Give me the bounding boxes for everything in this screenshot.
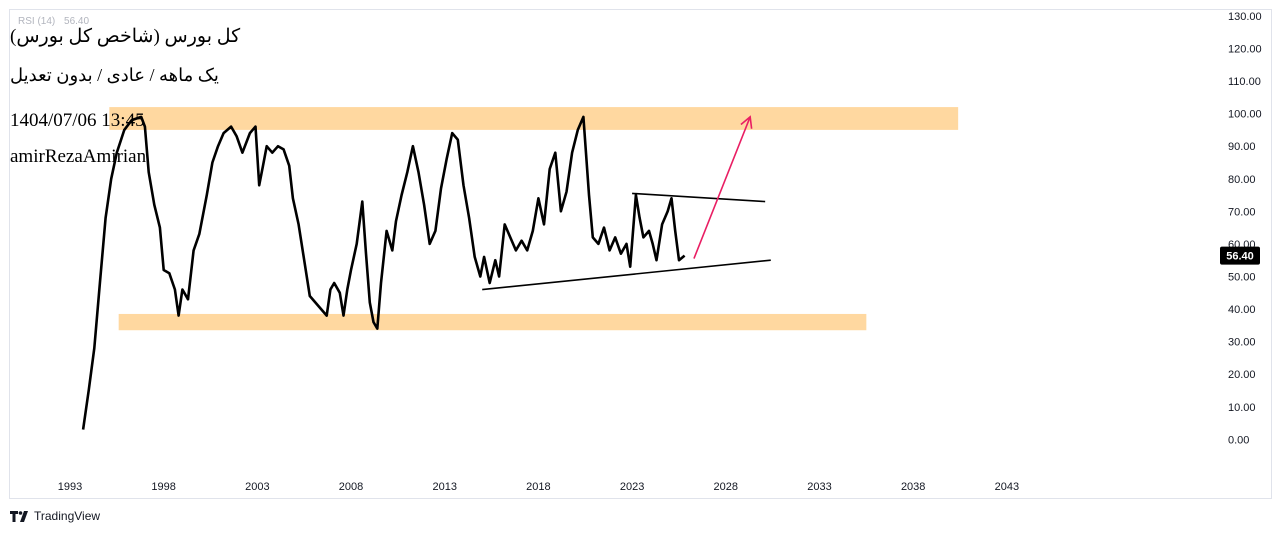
y-tick-label: 10.00 <box>1228 402 1256 414</box>
annotation-title: کل بورس (شاخص کل بورس) <box>10 26 241 47</box>
indicator-legend[interactable]: RSI (14) 56.40 <box>18 16 95 27</box>
x-tick-label: 1998 <box>151 481 175 493</box>
y-tick-label: 100.00 <box>1228 109 1262 121</box>
y-tick-label: 30.00 <box>1228 337 1256 349</box>
y-tick-label: 110.00 <box>1228 76 1261 88</box>
trendline-0[interactable] <box>482 259 771 291</box>
resistance-support-zone-0[interactable] <box>109 107 959 130</box>
x-tick-label: 2003 <box>245 481 269 493</box>
x-tick-label: 2043 <box>995 481 1019 493</box>
indicator-value: 56.40 <box>64 16 90 27</box>
logo-text: TradingView <box>34 509 101 523</box>
x-tick-label: 1993 <box>58 481 82 493</box>
x-tick-label: 2028 <box>714 481 738 493</box>
y-tick-label: 50.00 <box>1228 271 1256 283</box>
x-tick-label: 2038 <box>901 481 925 493</box>
y-tick-label: 40.00 <box>1228 304 1256 316</box>
annotation-subtitle: یک ماهه / عادی / بدون تعدیل <box>10 65 219 85</box>
x-tick-label: 2023 <box>620 481 644 493</box>
x-tick-label: 2018 <box>526 481 550 493</box>
y-tick-label: 80.00 <box>1228 174 1256 186</box>
y-tick-label: 90.00 <box>1228 141 1256 153</box>
resistance-support-zone-1[interactable] <box>118 313 867 331</box>
tradingview-logo[interactable]: TradingView <box>10 509 100 523</box>
rsi-series-line-0[interactable] <box>81 115 686 430</box>
last-value-text: 56.40 <box>1226 251 1254 263</box>
x-tick-label: 2013 <box>432 481 456 493</box>
annotation-datetime: 1404/07/06 13:45 <box>10 110 145 131</box>
tradingview-logo-icon <box>10 510 28 522</box>
x-tick-label: 2008 <box>339 481 363 493</box>
trendline-1[interactable] <box>632 192 766 203</box>
y-tick-label: 130.00 <box>1228 11 1262 23</box>
y-tick-label: 20.00 <box>1228 369 1256 381</box>
last-value-label: 56.40 <box>1220 246 1260 265</box>
y-tick-label: 70.00 <box>1228 206 1256 218</box>
chart-frame <box>9 9 1272 499</box>
y-tick-label: 120.00 <box>1228 43 1262 55</box>
annotation-author: amirRezaAmirian <box>10 146 147 167</box>
y-tick-label: 0.00 <box>1228 434 1249 446</box>
indicator-name: RSI (14) <box>18 16 56 27</box>
x-tick-label: 2033 <box>807 481 831 493</box>
projection-arrow[interactable] <box>693 115 753 259</box>
